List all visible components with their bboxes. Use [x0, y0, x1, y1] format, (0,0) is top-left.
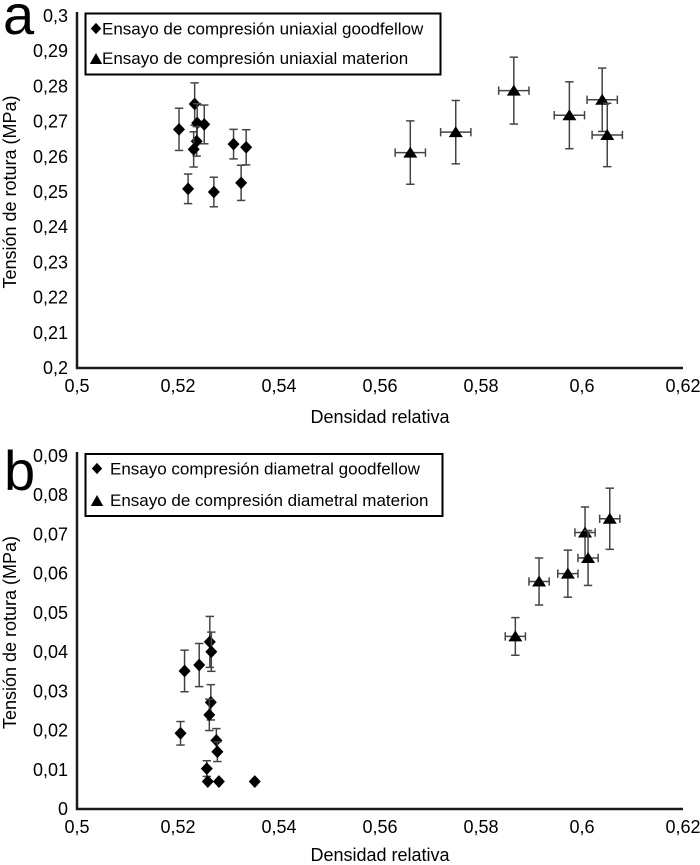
- x-tick-label: 0,58: [463, 376, 498, 396]
- x-tick-label: 0,5: [64, 376, 89, 396]
- y-tick-label: 0,01: [33, 760, 68, 780]
- diamond-marker: [173, 122, 186, 136]
- triangle-marker: [600, 128, 615, 140]
- legend-label: Ensayo de compresión diametral materion: [110, 491, 428, 510]
- diamond-marker: [193, 658, 206, 672]
- y-axis-title: Tensión de rotura (MPa): [0, 536, 20, 729]
- diamond-marker: [203, 708, 216, 722]
- diamond-marker: [235, 176, 248, 190]
- x-axis-title: Densidad relativa: [310, 845, 450, 865]
- y-tick-label: 0,02: [33, 721, 68, 741]
- y-tick-label: 0,09: [33, 446, 68, 466]
- diamond-marker: [205, 645, 218, 659]
- x-tick-label: 0,54: [261, 817, 296, 837]
- triangle-marker: [562, 109, 577, 121]
- y-tick-label: 0,29: [33, 41, 68, 61]
- y-tick-label: 0,28: [33, 76, 68, 96]
- legend-diamond-icon: [90, 22, 102, 35]
- legend-label: Ensayo compresión diametral goodfellow: [110, 460, 421, 479]
- legend-label: Ensayo de compresión uniaxial materion: [102, 49, 408, 68]
- x-tick-label: 0,52: [160, 376, 195, 396]
- x-tick-label: 0,6: [569, 376, 594, 396]
- x-axis-title: Densidad relativa: [310, 407, 450, 427]
- diamond-marker: [227, 137, 240, 151]
- diamond-marker: [211, 745, 224, 759]
- y-tick-label: 0,23: [33, 252, 68, 272]
- y-axis-title: Tensión de rotura (MPa): [0, 95, 20, 288]
- triangle-marker: [448, 126, 463, 138]
- y-tick-label: 0,24: [33, 217, 68, 237]
- x-tick-label: 0,5: [64, 817, 89, 837]
- triangle-marker: [532, 575, 547, 587]
- diamond-marker: [212, 775, 225, 788]
- diamond-marker: [200, 762, 213, 776]
- panel-label-a: a: [3, 0, 35, 46]
- y-tick-label: 0,06: [33, 564, 68, 584]
- legend-label: Ensayo de compresión uniaxial goodfellow: [102, 20, 424, 39]
- y-tick-label: 0,21: [33, 323, 68, 343]
- axis-line: [75, 452, 683, 811]
- legend-box: [84, 453, 444, 517]
- diamond-marker: [174, 726, 187, 740]
- x-tick-label: 0,56: [362, 817, 397, 837]
- diamond-marker: [191, 116, 204, 130]
- x-tick-label: 0,58: [463, 817, 498, 837]
- x-tick-label: 0,62: [665, 817, 700, 837]
- legend-box: [84, 12, 442, 76]
- y-tick-label: 0,25: [33, 182, 68, 202]
- diamond-marker: [204, 695, 217, 709]
- x-tick-label: 0,62: [665, 376, 700, 396]
- diamond-marker: [210, 733, 223, 747]
- x-tick-label: 0,52: [160, 817, 195, 837]
- diamond-marker: [240, 140, 253, 154]
- legend-triangle-icon: [90, 495, 104, 506]
- triangle-marker: [581, 551, 596, 563]
- y-tick-label: 0,08: [33, 485, 68, 505]
- y-tick-label: 0,05: [33, 603, 68, 623]
- chart-b-diametral-scatter: 0 0,01 0,02 0,03 0,04 0,05 0,06 0,07 0,08 0,09 0,5…: [0, 446, 700, 865]
- axis-line: [75, 12, 683, 370]
- y-tick-label: 0: [58, 799, 68, 819]
- panel-label-b: b: [4, 439, 36, 502]
- diamond-marker: [201, 775, 214, 788]
- triangle-marker: [595, 93, 610, 105]
- diamond-marker: [248, 775, 261, 788]
- y-tick-label: 0,26: [33, 147, 68, 167]
- x-tick-label: 0,6: [569, 817, 594, 837]
- chart-a-uniaxial-scatter: 0,2 0,21 0,22 0,23 0,24 0,25 0,26 0,27 0,28 0,29 0…: [0, 6, 700, 427]
- legend-triangle-icon: [89, 53, 103, 64]
- diamond-marker: [203, 635, 216, 649]
- triangle-marker: [506, 84, 521, 96]
- y-tick-label: 0,03: [33, 681, 68, 701]
- legend-diamond-icon: [91, 462, 103, 475]
- diamond-marker: [198, 118, 211, 131]
- y-tick-label: 0,3: [43, 6, 68, 26]
- diamond-marker: [178, 664, 191, 678]
- y-tick-label: 0,27: [33, 112, 68, 132]
- y-tick-label: 0,22: [33, 288, 68, 308]
- triangle-marker: [403, 146, 418, 158]
- triangle-marker: [508, 630, 523, 642]
- diamond-marker: [187, 143, 200, 156]
- x-tick-label: 0,54: [261, 376, 296, 396]
- triangle-marker: [602, 512, 617, 524]
- diamond-marker: [207, 185, 220, 199]
- y-tick-label: 0,07: [33, 524, 68, 544]
- x-tick-label: 0,56: [362, 376, 397, 396]
- triangle-marker: [560, 567, 575, 579]
- y-tick-label: 0,2: [43, 358, 68, 378]
- diamond-marker: [182, 182, 195, 196]
- y-tick-label: 0,04: [33, 642, 68, 662]
